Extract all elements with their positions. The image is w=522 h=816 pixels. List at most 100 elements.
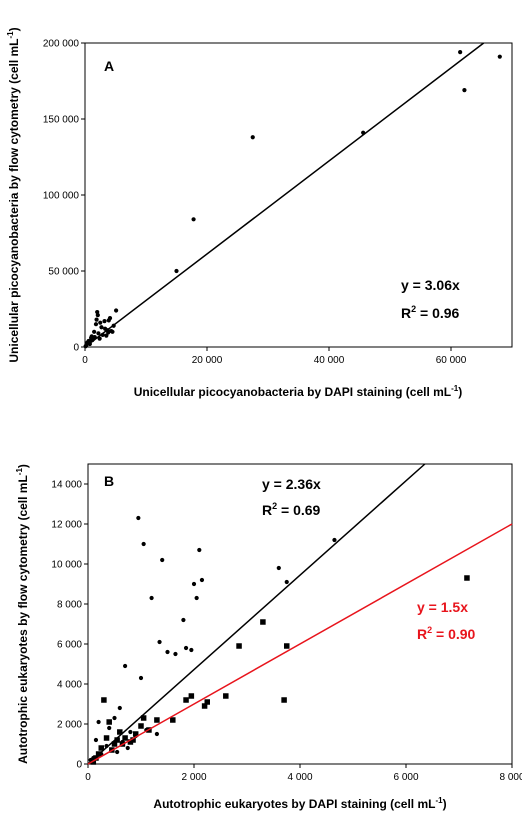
r2-prefix-b-red: R <box>417 626 427 642</box>
data-point-circle <box>109 328 114 334</box>
data-point-circle <box>103 326 108 331</box>
data-point-circle <box>157 639 162 645</box>
r-squared-b-red: R2 = 0.90 <box>417 625 476 642</box>
data-point-circle <box>95 312 100 318</box>
y-tick-label: 0 <box>76 760 82 771</box>
data-point-square <box>130 737 136 743</box>
data-point-circle <box>112 715 117 721</box>
r2-sup-b-red: 2 <box>427 625 432 635</box>
data-point-circle <box>114 308 119 313</box>
data-point-square <box>183 697 189 703</box>
points-a <box>83 50 502 349</box>
data-point-square <box>117 729 123 735</box>
data-point-circle <box>191 217 196 222</box>
x-axis-label-a-tail: ) <box>458 385 462 399</box>
data-point-circle <box>96 719 101 725</box>
equation-b-red: y = 1.5x <box>417 599 468 615</box>
x-axis-label-b-tail: ) <box>443 797 447 811</box>
data-point-circle <box>173 651 178 657</box>
data-point-square <box>103 735 110 741</box>
data-point-circle <box>94 317 99 322</box>
y-axis-label-b: Autotrophic eukaryotes by flow cytometry… <box>15 464 30 764</box>
data-point-circle <box>154 731 159 737</box>
data-point-circle <box>136 515 141 521</box>
data-point-circle <box>99 325 104 330</box>
data-point-circle <box>197 547 202 553</box>
data-point-circle <box>165 649 170 655</box>
data-point-circle <box>497 54 502 59</box>
data-point-circle <box>102 319 107 324</box>
data-point-square <box>111 741 118 747</box>
x-tick-label: 8 000 <box>499 772 522 783</box>
data-point-circle <box>104 333 109 338</box>
x-axis-label-a: Unicellular picocyanobacteria by DAPI st… <box>134 384 463 399</box>
panel-label-a: A <box>104 58 114 74</box>
data-point-square <box>132 731 139 737</box>
data-point-circle <box>149 595 154 601</box>
y-tick-label: 10 000 <box>51 560 82 571</box>
x-tick-label: 6 000 <box>393 772 418 783</box>
x-axis-label-b-sup: -1 <box>435 796 443 805</box>
x-axis-label-a-sup: -1 <box>451 384 459 393</box>
panel-label-b: B <box>104 473 114 489</box>
x-axis-label-a-text: Unicellular picocyanobacteria by DAPI st… <box>134 385 451 399</box>
y-tick-label: 100 000 <box>43 191 80 202</box>
r-squared-a: R2 = 0.96 <box>401 304 460 321</box>
data-point-circle <box>183 645 189 651</box>
chart-a: 0 20 000 40 000 60 000 0 50 000 100 000 150 000… <box>6 27 513 399</box>
x-tick-label: 60 000 <box>436 355 467 366</box>
data-point-square <box>93 755 99 761</box>
data-point-square <box>140 715 147 721</box>
y-tick-label: 8 000 <box>57 600 82 611</box>
y-axis-label-a-sup: -1 <box>6 31 15 39</box>
data-point-circle <box>117 705 122 711</box>
y-tick-label: 12 000 <box>51 520 82 531</box>
data-point-circle <box>199 577 205 583</box>
equation-a: y = 3.06x <box>401 277 460 293</box>
r2-sup-b-black: 2 <box>272 501 277 511</box>
y-tick-label: 2 000 <box>57 720 82 731</box>
data-point-circle <box>181 617 186 623</box>
data-point-circle <box>107 725 112 731</box>
data-point-circle <box>194 595 199 601</box>
data-point-circle <box>191 581 197 587</box>
x-tick-label: 0 <box>82 355 88 366</box>
data-point-circle <box>98 320 103 325</box>
r2-prefix-b-black: R <box>262 502 272 518</box>
data-point-square <box>204 699 210 705</box>
fit-line-a <box>84 42 485 348</box>
data-point-square <box>114 737 120 743</box>
y-tick-label: 50 000 <box>48 267 79 278</box>
x-axis-label-b: Autotrophic eukaryotes by DAPI staining … <box>153 796 446 811</box>
ticks-b: 0 2 000 4 000 6 000 8 000 0 2 000 4 000 6 000 8 0… <box>51 480 522 784</box>
data-point-square <box>98 745 104 751</box>
data-point-circle <box>250 135 255 140</box>
r2-value-b-black: = 0.69 <box>277 502 320 518</box>
plot-frame-a <box>84 42 513 348</box>
data-point-square <box>170 717 176 723</box>
y-tick-label: 0 <box>73 343 79 354</box>
data-point-circle <box>138 675 144 681</box>
data-point-square <box>260 619 266 625</box>
y-axis-label-a-tail: ) <box>7 27 21 31</box>
data-point-circle <box>107 316 113 321</box>
data-point-square <box>201 703 208 709</box>
data-point-square <box>154 717 160 723</box>
data-point-square <box>101 697 107 703</box>
data-point-square <box>122 735 128 741</box>
data-point-circle <box>174 268 179 274</box>
fit-line-b-black <box>87 463 426 765</box>
x-axis-label-b-text: Autotrophic eukaryotes by DAPI staining … <box>153 797 435 811</box>
r-squared-b-black: R2 = 0.69 <box>262 501 321 518</box>
data-point-square <box>138 723 144 729</box>
fit-line-b-red <box>87 523 513 765</box>
r2-value-b-red: = 0.90 <box>432 626 475 642</box>
data-point-circle <box>284 579 289 585</box>
data-point-circle <box>141 541 146 547</box>
y-tick-label: 6 000 <box>57 640 82 651</box>
data-point-circle <box>93 322 99 327</box>
data-point-circle <box>458 50 463 55</box>
y-tick-label: 4 000 <box>57 680 82 691</box>
y-tick-label: 200 000 <box>43 39 80 50</box>
data-point-square <box>106 719 112 725</box>
